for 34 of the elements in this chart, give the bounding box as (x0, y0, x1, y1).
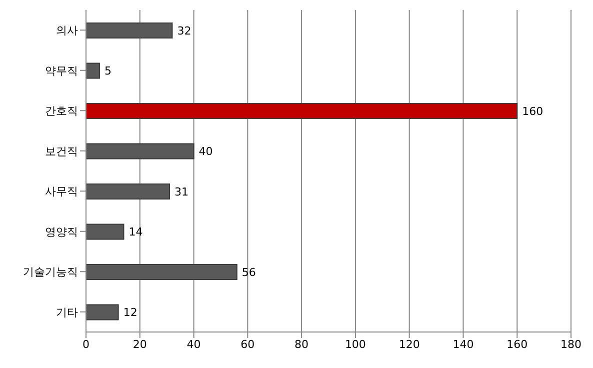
y-tick-label: 간호직 (45, 104, 78, 118)
bar (86, 304, 119, 320)
x-tick-label: 40 (186, 338, 201, 351)
x-tick-label: 20 (132, 338, 147, 351)
bar (86, 184, 170, 200)
data-label: 12 (123, 306, 138, 320)
y-tick-label: 사무직 (45, 185, 78, 198)
bar (86, 22, 173, 38)
x-tick-label: 60 (240, 338, 255, 351)
x-tick-label: 120 (398, 338, 420, 351)
x-tick-label: 180 (560, 338, 582, 351)
data-label: 56 (242, 266, 256, 279)
data-label: 40 (198, 145, 213, 158)
bar (86, 264, 238, 280)
data-label: 5 (104, 64, 112, 78)
x-tick-label: 140 (452, 338, 474, 351)
x-tick-label: 160 (506, 338, 528, 351)
y-tick-label: 영양직 (45, 225, 78, 238)
y-tick-label: 기타 (56, 306, 78, 319)
x-tick-label: 100 (344, 338, 366, 351)
bar (86, 224, 124, 240)
x-tick-label: 0 (82, 338, 90, 351)
y-tick-label: 의사 (56, 24, 78, 38)
y-tick-label: 보건직 (45, 144, 78, 158)
x-tick-label: 80 (294, 338, 309, 351)
data-label: 31 (174, 185, 189, 198)
data-label: 14 (128, 226, 143, 239)
bar (86, 103, 518, 119)
data-label: 32 (177, 24, 192, 38)
bar (86, 143, 194, 160)
bar (86, 62, 100, 79)
y-tick-label: 약무직 (45, 64, 78, 78)
data-label: 160 (522, 104, 544, 118)
y-tick-label: 기술기능직 (23, 266, 78, 279)
